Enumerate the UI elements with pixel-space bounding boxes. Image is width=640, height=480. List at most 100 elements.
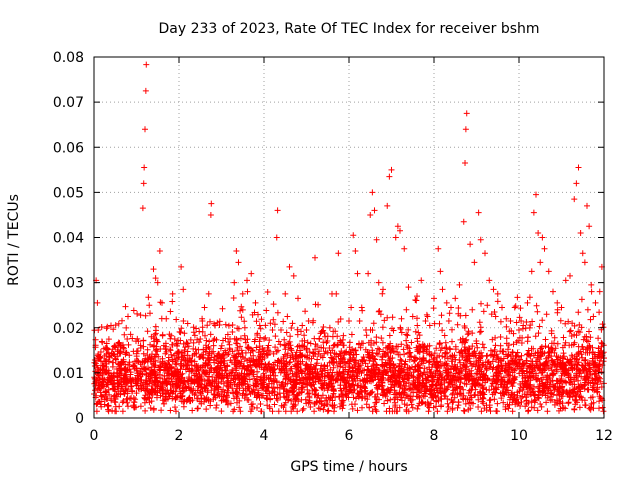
data-point (180, 286, 187, 293)
data-point (367, 211, 374, 218)
data-point (303, 327, 310, 334)
data-point (356, 317, 363, 324)
data-point (371, 207, 378, 214)
data-point (533, 191, 539, 198)
data-point (108, 322, 114, 329)
data-point (592, 299, 599, 306)
data-point (541, 245, 548, 252)
y-tick-label: 0.08 (53, 50, 84, 66)
data-point (494, 290, 501, 297)
data-point (324, 349, 331, 356)
data-point (141, 164, 148, 171)
data-point (554, 299, 561, 306)
data-point (231, 279, 238, 286)
data-point (482, 250, 488, 257)
data-point (377, 311, 384, 318)
data-point (167, 347, 174, 354)
data-point (584, 202, 590, 209)
data-point (103, 340, 110, 347)
data-point (156, 248, 163, 255)
data-point (543, 311, 550, 318)
data-point (394, 223, 401, 230)
data-point (129, 376, 136, 383)
data-point (208, 200, 215, 207)
data-point (337, 351, 344, 358)
data-point (539, 234, 546, 241)
data-point (467, 241, 474, 248)
data-point (431, 295, 437, 302)
data-point (282, 290, 289, 297)
data-point (535, 229, 542, 236)
data-point (469, 306, 476, 313)
data-point (448, 304, 454, 311)
data-point (462, 160, 469, 167)
data-point (567, 272, 573, 279)
tick-marks (93, 56, 605, 419)
data-point (418, 277, 425, 284)
data-point (218, 354, 225, 361)
x-tick-label: 10 (510, 428, 528, 444)
data-point (386, 173, 393, 180)
data-point (409, 313, 416, 320)
data-point (201, 304, 208, 311)
data-point (524, 299, 531, 306)
data-point (305, 317, 312, 324)
data-point (312, 254, 318, 261)
x-tick-label: 2 (175, 428, 184, 444)
data-point (99, 367, 106, 374)
data-point (207, 211, 214, 218)
data-point (190, 329, 197, 336)
data-point (516, 327, 522, 334)
data-point (152, 275, 159, 282)
data-point (333, 290, 340, 297)
data-point (131, 399, 138, 406)
data-point (227, 336, 233, 343)
data-point (492, 313, 499, 320)
data-point (443, 299, 450, 306)
data-point (197, 336, 204, 343)
data-point (369, 189, 376, 196)
x-tick-label: 8 (430, 428, 439, 444)
data-point (154, 279, 161, 286)
data-point (252, 299, 259, 306)
data-point (375, 279, 382, 286)
data-point (286, 263, 293, 270)
data-point (101, 376, 108, 383)
data-point (176, 372, 182, 379)
data-point (142, 126, 148, 133)
data-point (148, 333, 155, 340)
data-point (452, 295, 459, 302)
data-point (188, 358, 195, 365)
data-point (354, 270, 361, 277)
data-point (299, 322, 306, 329)
data-point (575, 164, 582, 171)
data-point (267, 320, 274, 327)
data-point (256, 322, 263, 329)
data-point (273, 234, 280, 241)
data-point (146, 302, 153, 309)
data-point (435, 245, 442, 252)
data-point (212, 322, 219, 329)
y-tick-label: 0.06 (53, 140, 84, 156)
data-point (537, 259, 544, 266)
data-point (518, 317, 525, 324)
data-point (348, 304, 355, 311)
x-tick-label: 6 (345, 428, 354, 444)
data-point (384, 202, 391, 209)
data-point (307, 340, 314, 347)
data-point (139, 205, 146, 212)
data-point (269, 327, 276, 334)
data-point (133, 390, 140, 397)
data-point (550, 288, 556, 295)
data-point (265, 347, 272, 354)
data-point (507, 317, 514, 324)
y-tick-label: 0.01 (53, 366, 84, 382)
data-point (163, 315, 170, 322)
data-point (520, 322, 527, 329)
data-point (140, 180, 147, 187)
data-point (471, 259, 478, 266)
data-point (346, 317, 352, 324)
data-point (426, 322, 433, 329)
data-point (445, 317, 452, 324)
data-point (178, 263, 185, 270)
